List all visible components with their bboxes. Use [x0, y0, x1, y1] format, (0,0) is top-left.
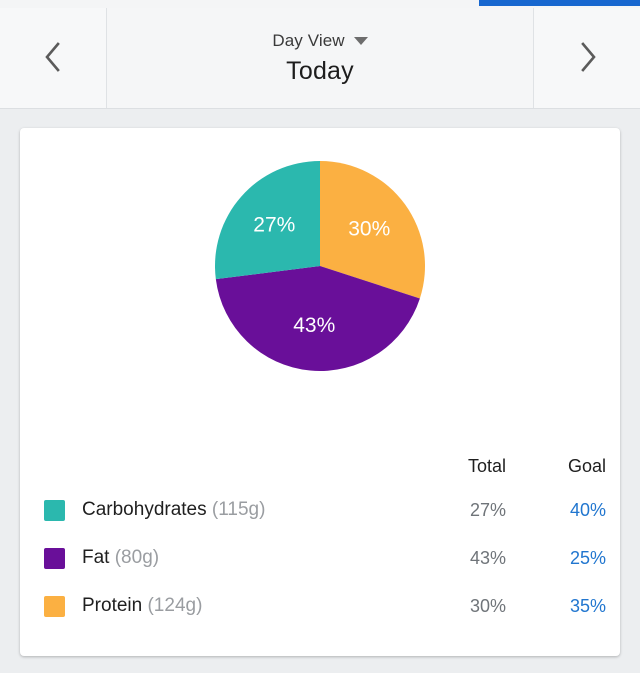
top-strip: [0, 0, 640, 8]
table-row[interactable]: Carbohydrates (115g) 27% 40%: [20, 486, 612, 534]
table-body: Carbohydrates (115g) 27% 40% Fat (80g) 43% 25…: [20, 486, 612, 630]
header-center: Day View Today: [107, 6, 533, 108]
legend-swatch-fat: [44, 547, 65, 569]
pie-slice-label-carbohydrates: 27%: [253, 213, 295, 236]
caret-down-icon: [353, 36, 368, 45]
macro-name: Fat: [82, 547, 110, 568]
macro-breakdown-table: Total Goal Carbohydrates (115g) 27% 40% Fat…: [20, 446, 620, 630]
legend-swatch-protein: [44, 595, 65, 617]
date-navigation-header: Day View Today: [0, 6, 640, 109]
pie-label-group: 30% 43% 27%: [253, 213, 390, 337]
macro-name-cell: Carbohydrates (115g): [82, 499, 410, 521]
macros-card: 30% 43% 27% Total Goal Carbohydrates (115g…: [20, 128, 620, 656]
macro-grams: (80g): [114, 547, 160, 568]
browser-accent-bar: [479, 0, 640, 6]
macro-total-percent: 27%: [469, 499, 506, 520]
pie-slice-label-protein: 30%: [348, 218, 390, 241]
legend-swatch-carbohydrates: [44, 499, 65, 521]
macro-goal-percent[interactable]: 25%: [569, 547, 606, 568]
next-day-button[interactable]: [533, 6, 640, 108]
macro-name: Carbohydrates: [82, 499, 207, 520]
pie-slice-carbohydrates[interactable]: [215, 161, 320, 280]
pie-slice-protein[interactable]: [320, 161, 426, 299]
macro-name: Protein: [82, 595, 143, 616]
pie-slice-group: [215, 161, 426, 371]
macro-grams: (115g): [211, 499, 266, 520]
previous-day-button[interactable]: [0, 6, 107, 108]
chevron-left-icon: [45, 42, 60, 72]
column-header-total: Total: [467, 455, 506, 476]
macro-grams: (124g): [147, 595, 203, 616]
macro-pie-chart: 30% 43% 27%: [20, 142, 620, 402]
table-row[interactable]: Protein (124g) 30% 35%: [20, 582, 612, 630]
view-mode-dropdown[interactable]: Day View: [272, 30, 368, 51]
macro-name-cell: Protein (124g): [82, 595, 410, 617]
table-row[interactable]: Fat (80g) 43% 25%: [20, 534, 612, 582]
chevron-right-icon: [581, 42, 596, 72]
macro-goal-percent[interactable]: 40%: [569, 499, 606, 520]
pie-slice-label-fat: 43%: [293, 314, 335, 337]
pie-slice-fat[interactable]: [215, 266, 420, 371]
macro-name-cell: Fat (80g): [82, 547, 410, 569]
page-title: Today: [286, 56, 354, 85]
pie-chart-svg: 30% 43% 27%: [215, 161, 426, 371]
column-header-goal: Goal: [567, 455, 606, 476]
view-mode-label: Day View: [272, 30, 345, 50]
macro-total-percent: 30%: [469, 595, 506, 616]
macro-total-percent: 43%: [469, 547, 506, 568]
macro-goal-percent[interactable]: 35%: [569, 595, 606, 616]
table-header-row: Total Goal: [20, 446, 612, 486]
